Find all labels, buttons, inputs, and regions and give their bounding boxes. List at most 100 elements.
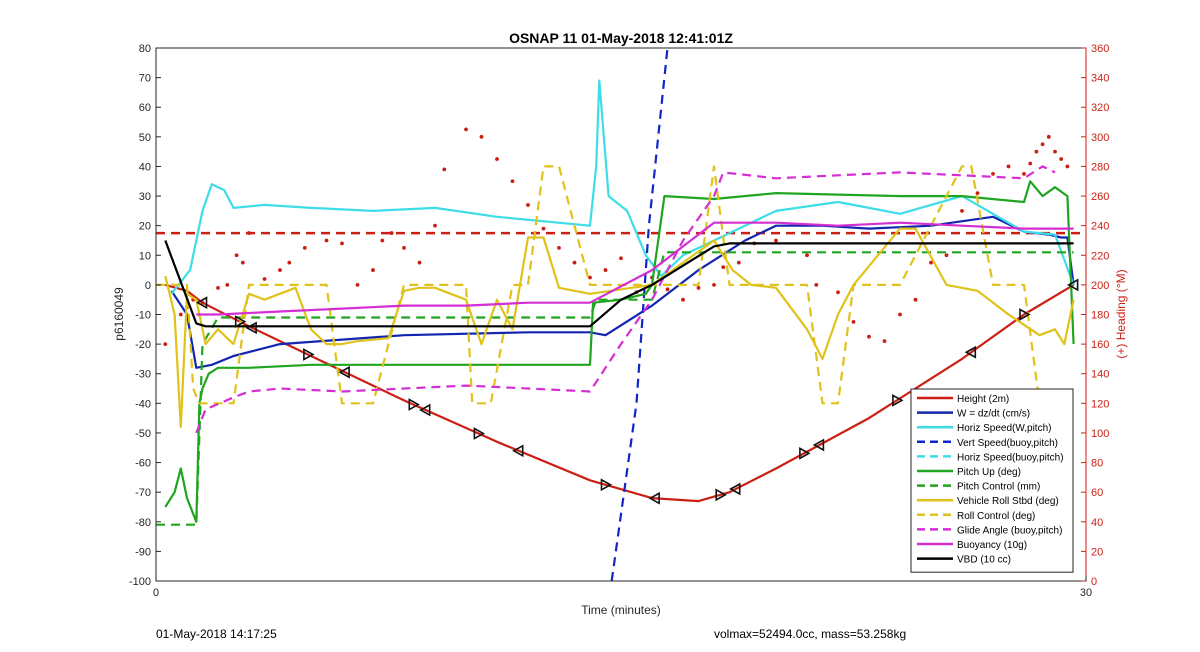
footer-vol-mass: volmax=52494.0cc, mass=53.258kg [714,627,907,641]
y2-tick-label: 80 [1091,458,1103,470]
y2-tick-label: 0 [1091,576,1097,588]
heading-point [913,297,918,302]
y-tick-label: -50 [135,428,151,440]
height-marker [408,398,420,411]
heading-point [526,203,530,207]
y-tick-label: -80 [135,517,151,529]
heading-point [340,241,344,246]
y2-tick-label: 260 [1091,191,1109,203]
heading-point [355,282,360,287]
height-marker [512,444,524,458]
height-marker [799,447,811,460]
axes-layer: -100-90-80-70-60-50-40-30-20-10010203040… [129,43,1109,599]
y-tick-label: 30 [139,191,151,203]
legend-label-roll-control-deg: Roll Control (deg) [957,511,1035,522]
heading-point [163,342,168,347]
y-tick-label: 20 [139,221,151,233]
heading-point [433,223,437,228]
y-tick-label: 0 [145,280,151,292]
legend-label-vbd-10-cc: VBD (10 cc) [957,555,1011,566]
height-marker [812,438,825,452]
heading-point [665,287,670,292]
height-marker [473,427,486,440]
heading-point [774,238,778,243]
heading-point [712,282,716,287]
y2-tick-label: 360 [1091,43,1109,55]
legend-label-horiz-speed-buoy-pitch: Horiz Speed(buoy,pitch) [957,452,1064,463]
height-marker [715,488,727,502]
heading-point [417,260,422,265]
heading-point [1053,149,1057,154]
height-marker [729,482,741,496]
heading-point [736,260,741,265]
legend-label-vehicle-roll-stbd-deg: Vehicle Roll Stbd (deg) [957,496,1059,507]
legend-label-glide-angle-buoy-pitch: Glide Angle (buoy,pitch) [957,525,1062,536]
heading-point [557,245,561,250]
heading-point [721,265,726,270]
y-tick-label: -100 [129,576,151,588]
heading-point [898,312,902,317]
heading-point [234,253,239,258]
series-group [156,48,1086,581]
y2-tick-label: 180 [1091,310,1109,322]
series-pitch-control-mm [156,251,1074,526]
y2-axis-label: (+) Heading (°M) [1114,269,1128,358]
x-tick-label: 0 [153,587,159,599]
heading-point [929,260,933,265]
heading-point [1028,161,1033,166]
heading-point [495,157,499,161]
y-tick-label: -40 [135,398,151,410]
heading-point [178,312,183,317]
y2-tick-label: 220 [1091,250,1109,262]
legend-label-horiz-speed-w-pitch: Horiz Speed(W,pitch) [957,423,1051,434]
heading-point [991,171,995,176]
heading-point [1040,142,1045,147]
legend-label-pitch-up-deg: Pitch Up (deg) [957,467,1021,478]
height-marker [648,491,660,505]
heading-point [572,260,577,265]
y2-tick-label: 140 [1091,369,1109,381]
heading-point [1059,157,1064,161]
heading-point [814,282,819,287]
heading-point [247,231,251,235]
series-glide-angle-buoy-pitch [195,165,1056,434]
y2-tick-label: 40 [1091,517,1103,529]
heading-point [324,238,329,243]
height-marker [234,315,247,328]
height-marker [600,478,613,492]
legend-label-w-dz-dt-cm-s: W = dz/dt (cm/s) [957,409,1030,420]
y-tick-label: -30 [135,369,151,381]
height-marker [338,365,350,379]
heading-point [975,191,980,195]
y2-tick-label: 320 [1091,102,1109,114]
heading-point [442,167,447,172]
legend-label-height-2m: Height (2m) [957,394,1009,405]
heading-point [867,334,871,339]
y2-tick-label: 60 [1091,487,1103,499]
heading-point [380,238,385,243]
y-tick-label: -60 [135,458,151,470]
heading-point [960,208,964,213]
heading-point [402,245,406,250]
y-tick-label: -20 [135,339,151,351]
heading-point [588,275,592,280]
y2-tick-label: 280 [1091,161,1109,173]
y2-tick-label: 20 [1091,546,1103,558]
heading-point [510,179,515,184]
heading-point [619,256,623,261]
heading-point [389,231,394,235]
heading-point [225,282,230,287]
heading-point [944,253,949,258]
heading-point [371,268,375,272]
height-marker [195,296,208,310]
y-tick-label: 10 [139,250,151,262]
y2-tick-label: 240 [1091,221,1109,233]
data-layer [156,48,1086,581]
y2-tick-label: 100 [1091,428,1109,440]
series-w-dz-dt-cm-s [170,215,1075,369]
y-tick-label: 60 [139,102,151,114]
heading-point [1034,149,1039,154]
height-marker [1019,308,1031,321]
x-axis-label: Time (minutes) [581,603,661,617]
legend-label-vert-speed-buoy-pitch: Vert Speed(buoy,pitch) [957,438,1058,449]
